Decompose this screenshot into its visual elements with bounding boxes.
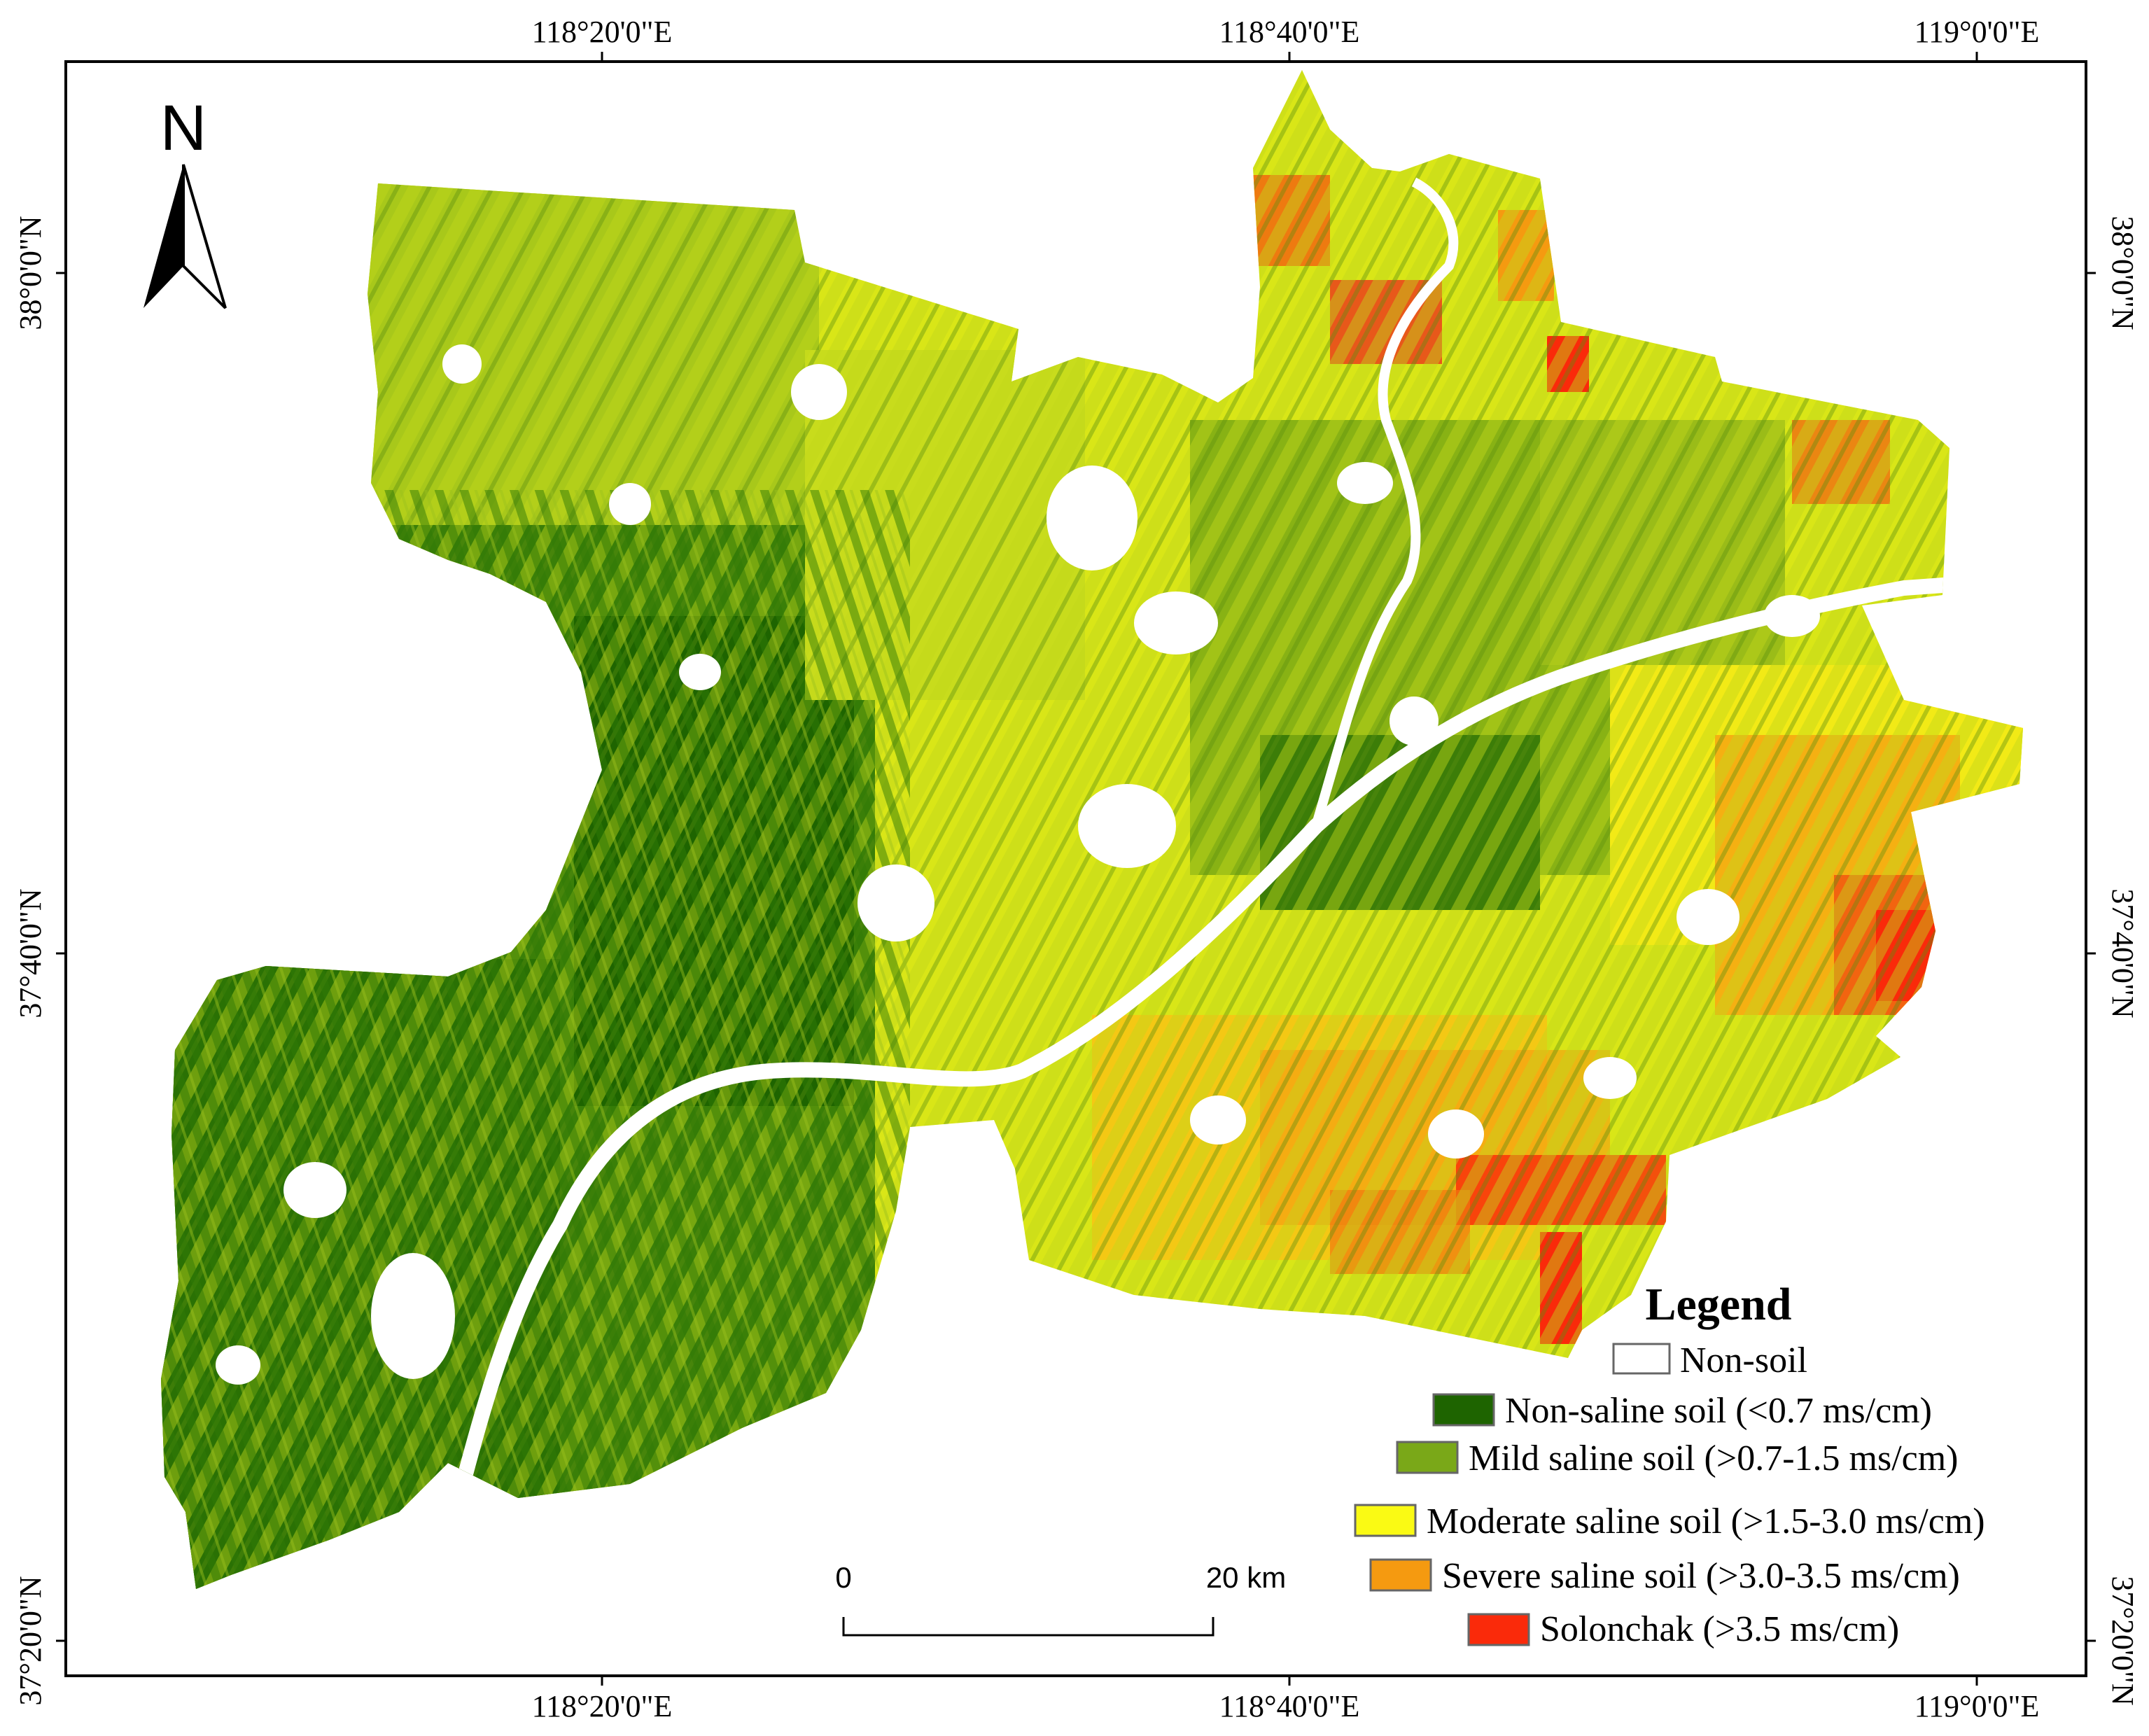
legend-swatch-moderate [1354, 1504, 1417, 1537]
legend-swatch-mild [1396, 1441, 1459, 1474]
left-latitude-label: 38°0'0"N [13, 216, 48, 330]
legend-label-mild: Mild saline soil (>0.7-1.5 ms/cm) [1469, 1438, 1959, 1478]
legend: Legend Non-soil Non-saline soil (<0.7 ms… [1354, 1279, 1985, 1649]
bottom-longitude-label: 118°20'0"E [532, 1689, 673, 1723]
graticule-ticks [56, 52, 2096, 1686]
bottom-longitude-label: 118°40'0"E [1219, 1689, 1360, 1723]
scale-bar: 0 20 km [835, 1561, 1286, 1637]
top-longitude-label: 118°20'0"E [532, 15, 673, 49]
scale-start-label: 0 [835, 1561, 851, 1594]
scale-end-label: 20 km [1206, 1561, 1286, 1594]
right-latitude-label: 37°40'0"N [2106, 888, 2140, 1018]
top-longitude-label: 119°0'0"E [1914, 15, 2040, 49]
right-latitude-label: 37°20'0"N [2106, 1576, 2140, 1705]
north-label: N [160, 92, 206, 164]
legend-swatch-severe [1369, 1558, 1432, 1592]
legend-label-non-saline: Non-saline soil (<0.7 ms/cm) [1505, 1391, 1932, 1431]
legend-swatch-non-saline [1432, 1393, 1495, 1427]
legend-title: Legend [1645, 1279, 1791, 1330]
left-latitude-label: 37°20'0"N [13, 1576, 48, 1705]
right-latitude-label: 38°0'0"N [2106, 216, 2140, 330]
north-arrow-icon: N [144, 92, 227, 309]
legend-swatch-solonchak [1467, 1613, 1530, 1646]
top-longitude-label: 118°40'0"E [1219, 15, 1360, 49]
bottom-longitude-label: 119°0'0"E [1914, 1689, 2040, 1723]
legend-swatch-non-soil [1612, 1343, 1671, 1375]
legend-label-non-soil: Non-soil [1680, 1340, 1807, 1380]
legend-label-severe: Severe saline soil (>3.0-3.5 ms/cm) [1442, 1556, 1960, 1596]
legend-label-solonchak: Solonchak (>3.5 ms/cm) [1540, 1609, 1899, 1649]
legend-label-moderate: Moderate saline soil (>1.5-3.0 ms/cm) [1427, 1502, 1985, 1541]
left-latitude-label: 37°40'0"N [13, 888, 48, 1018]
